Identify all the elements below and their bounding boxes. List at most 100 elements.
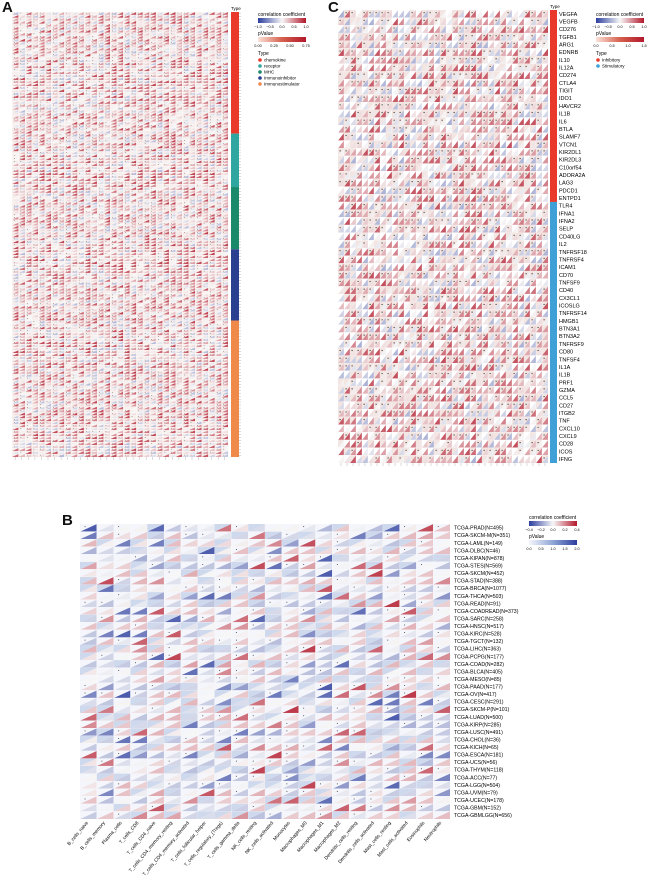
- significance-dot: [125, 128, 126, 130]
- significance-dot: [53, 104, 54, 106]
- corr-triangle: [77, 23, 84, 27]
- significance-dot: [105, 178, 107, 180]
- significance-dot: [33, 190, 35, 192]
- significance-dot: [171, 30, 172, 32]
- significance-dot: [131, 161, 133, 162]
- significance-dot: [118, 57, 120, 58]
- corr-triangle: [44, 12, 52, 15]
- significance-dot: [151, 86, 153, 88]
- corr-triangle: [142, 17, 150, 21]
- significance-dot: [53, 54, 54, 55]
- significance-dot: [118, 33, 120, 35]
- significance-dot: [210, 77, 212, 79]
- significance-dot: [59, 181, 61, 183]
- corr-triangle: [169, 14, 176, 18]
- significance-dot: [131, 72, 133, 73]
- significance-dot: [164, 45, 166, 47]
- corr-triangle: [57, 14, 65, 18]
- significance-dot: [79, 60, 81, 61]
- corr-triangle: [188, 14, 196, 18]
- significance-dot: [223, 187, 225, 189]
- significance-dot: [138, 125, 140, 127]
- significance-dot: [184, 12, 185, 14]
- significance-dot: [99, 21, 100, 23]
- corr-triangle: [64, 20, 71, 24]
- significance-dot: [118, 181, 120, 183]
- corr-triangle: [44, 14, 52, 18]
- significance-dot: [157, 193, 159, 195]
- significance-dot: [184, 149, 185, 150]
- significance-dot: [46, 77, 48, 79]
- significance-dot: [105, 193, 107, 195]
- significance-dot: [59, 92, 61, 94]
- significance-dot: [177, 74, 179, 76]
- corr-triangle: [201, 23, 209, 27]
- significance-dot: [118, 86, 120, 88]
- corr-triangle: [51, 20, 58, 24]
- corr-triangle: [25, 12, 32, 15]
- significance-dot: [40, 163, 41, 165]
- significance-dot: [184, 21, 185, 23]
- significance-dot: [171, 27, 172, 29]
- significance-dot: [138, 27, 140, 29]
- significance-dot: [40, 33, 41, 35]
- significance-dot: [197, 163, 198, 165]
- significance-dot: [66, 63, 68, 64]
- corr-triangle: [70, 20, 78, 24]
- significance-dot: [177, 158, 179, 159]
- significance-dot: [20, 166, 22, 168]
- significance-dot: [46, 107, 48, 109]
- significance-dot: [72, 181, 74, 183]
- significance-dot: [112, 146, 113, 147]
- significance-dot: [216, 18, 218, 20]
- significance-dot: [79, 39, 81, 41]
- significance-dot: [99, 187, 100, 189]
- significance-dot: [27, 77, 28, 79]
- significance-dot: [151, 18, 153, 20]
- significance-dot: [40, 89, 41, 91]
- significance-dot: [197, 184, 198, 186]
- significance-dot: [92, 104, 94, 106]
- significance-dot: [131, 92, 133, 94]
- significance-dot: [216, 101, 218, 103]
- significance-dot: [157, 125, 159, 127]
- significance-dot: [66, 57, 68, 58]
- significance-dot: [164, 113, 166, 115]
- significance-dot: [125, 51, 126, 52]
- corr-triangle: [38, 29, 45, 33]
- significance-dot: [59, 122, 61, 124]
- significance-dot: [223, 74, 225, 76]
- significance-dot: [105, 51, 107, 52]
- significance-dot: [216, 137, 218, 138]
- significance-dot: [223, 104, 225, 106]
- significance-dot: [46, 69, 48, 70]
- significance-dot: [144, 146, 146, 147]
- significance-dot: [125, 161, 126, 162]
- corr-triangle: [156, 20, 163, 24]
- corr-triangle: [195, 20, 202, 24]
- significance-dot: [40, 12, 41, 14]
- significance-dot: [184, 152, 185, 153]
- significance-dot: [53, 137, 54, 138]
- significance-dot: [144, 152, 146, 153]
- corr-triangle: [149, 23, 156, 27]
- significance-dot: [157, 175, 159, 177]
- significance-dot: [92, 30, 94, 32]
- significance-dot: [210, 190, 212, 192]
- significance-dot: [27, 33, 28, 35]
- significance-dot: [210, 128, 212, 130]
- significance-dot: [46, 60, 48, 61]
- significance-dot: [85, 190, 87, 192]
- significance-dot: [223, 169, 225, 171]
- corr-triangle: [25, 17, 32, 21]
- corr-triangle: [25, 14, 32, 18]
- corr-triangle: [90, 12, 98, 15]
- significance-dot: [59, 36, 61, 38]
- significance-dot: [40, 30, 41, 32]
- corr-triangle: [84, 20, 91, 24]
- significance-dot: [138, 33, 140, 35]
- corr-triangle: [195, 32, 202, 36]
- significance-dot: [131, 45, 133, 47]
- significance-dot: [210, 104, 212, 106]
- significance-dot: [216, 134, 218, 136]
